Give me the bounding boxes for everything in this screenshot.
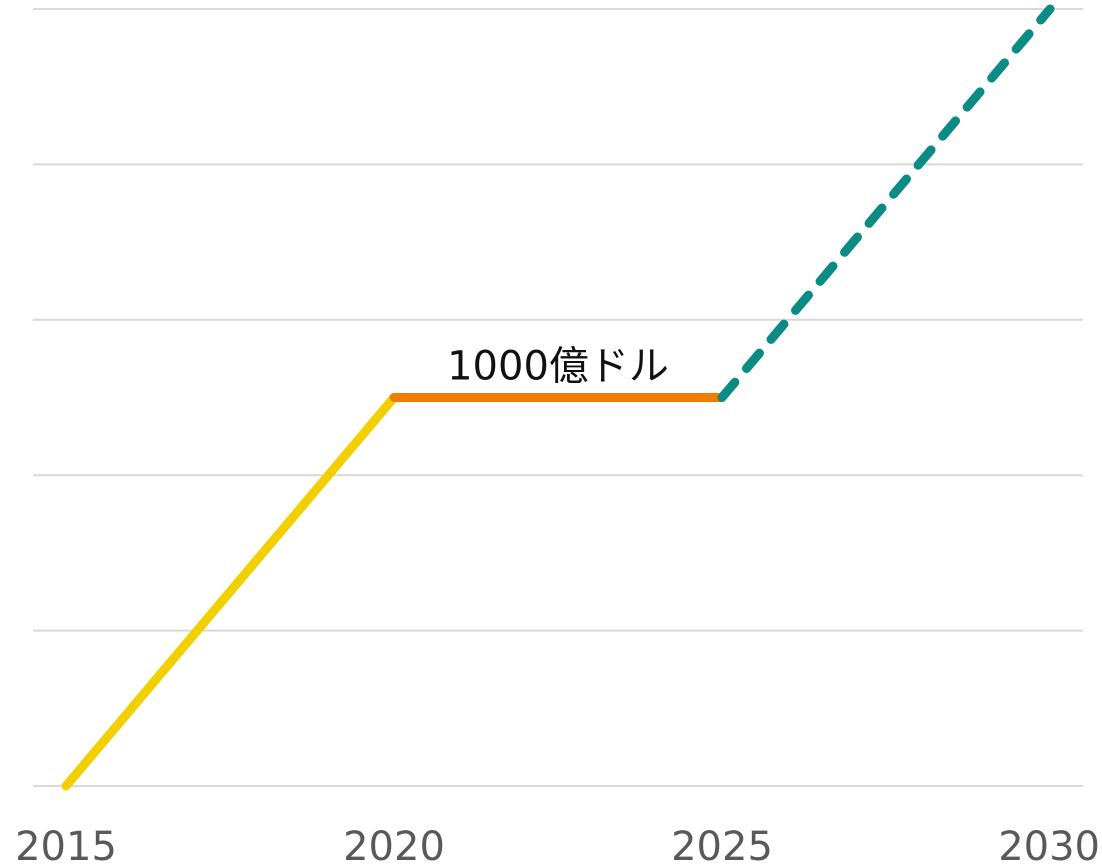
annotations: 1000億ドル [447,344,669,390]
series-line-1 [61,393,399,791]
annotation-label-0: 1000億ドル [447,344,669,390]
series-line-3 [717,4,1055,402]
gridlines [33,8,1083,787]
x-tick-label-2030: 2030 [998,824,1100,867]
x-axis: 2015 2020 2025 2030 [15,824,1100,867]
x-tick-label-2025: 2025 [671,824,773,867]
x-tick-label-2015: 2015 [15,824,117,867]
x-tick-label-2020: 2020 [343,824,445,867]
series-lines [61,4,1055,791]
